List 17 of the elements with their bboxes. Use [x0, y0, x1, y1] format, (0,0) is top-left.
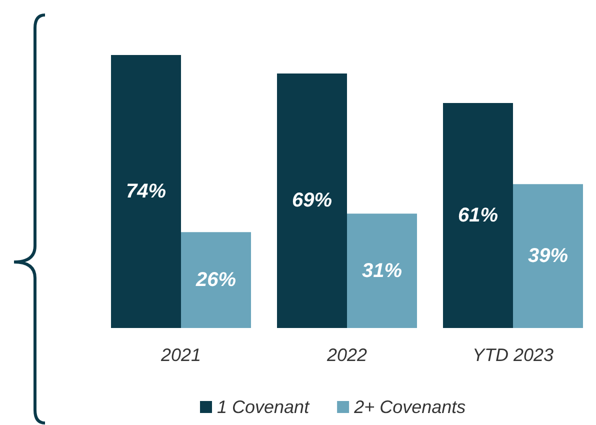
bar [347, 214, 417, 328]
data-label: 26% [194, 269, 236, 292]
x-tick-label: 2021 [160, 345, 202, 365]
legend-label: 2+ Covenants [353, 397, 466, 417]
data-label: 31% [362, 260, 402, 282]
legend-label: 1 Covenant [217, 397, 310, 417]
bar [181, 232, 251, 328]
bar [111, 55, 181, 328]
data-label: 61% [458, 204, 498, 226]
data-label: 39% [528, 245, 568, 268]
data-label: 69% [292, 190, 332, 212]
bar [513, 184, 583, 328]
bar [277, 73, 347, 328]
data-label: 74% [126, 180, 166, 202]
bar [443, 102, 513, 328]
x-tick-label: 2022 [326, 345, 368, 365]
x-tick-label: YTD 2023 [472, 345, 554, 365]
